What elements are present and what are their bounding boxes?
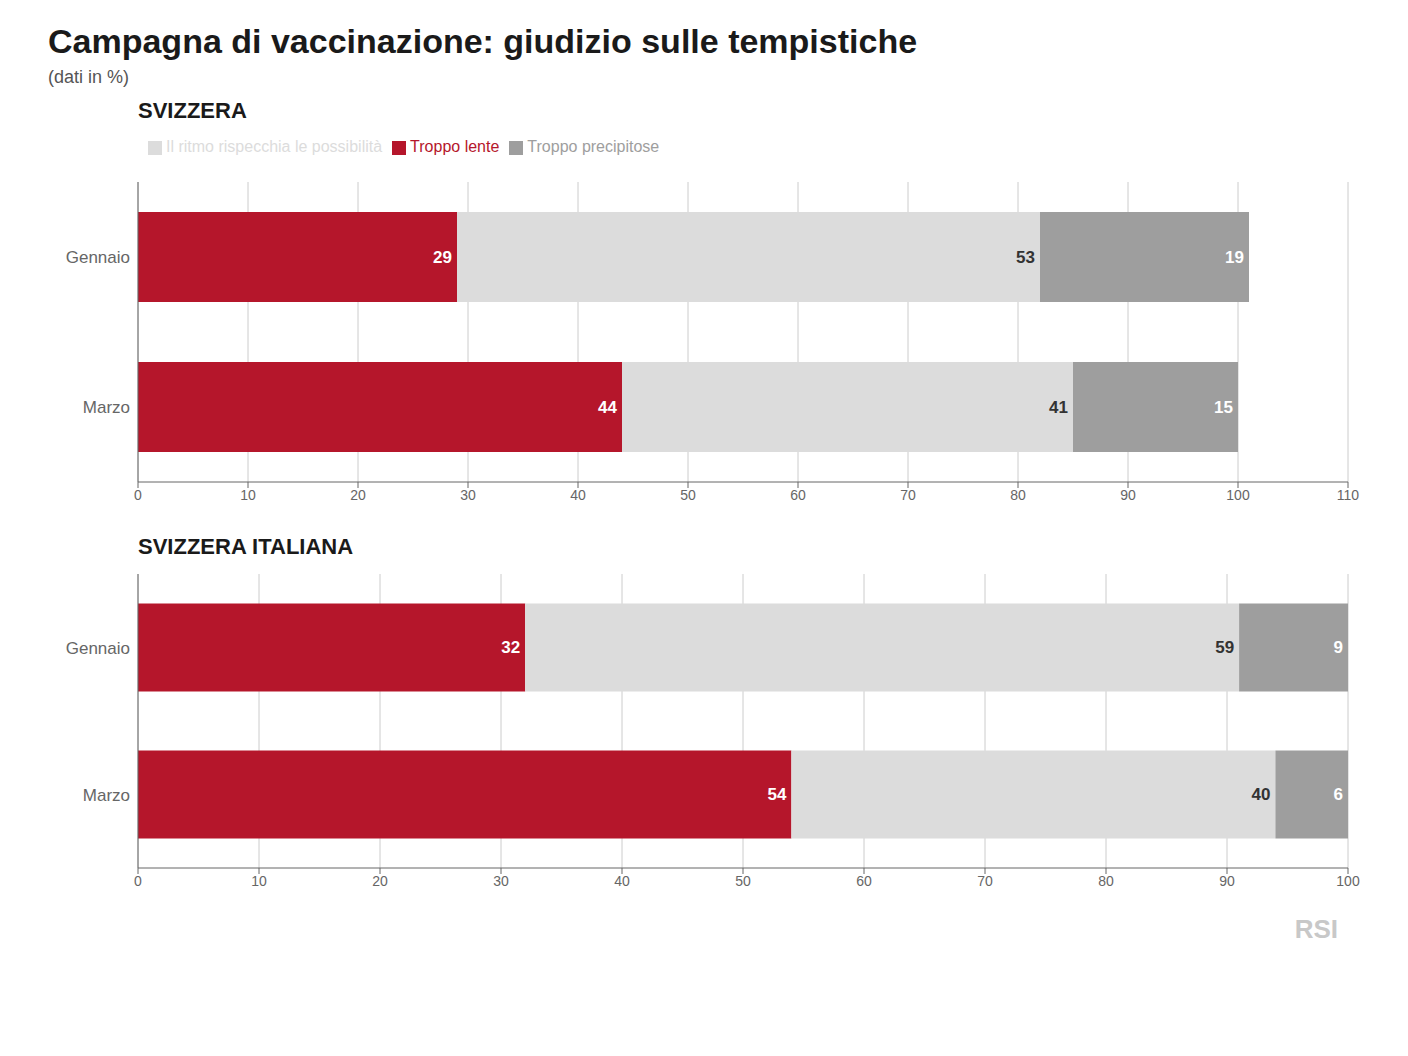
svg-text:40: 40	[614, 873, 630, 889]
html-text:Campagna di vaccinazione: giud: Campagna di vaccinazione: giudizio sulle…	[48, 22, 918, 60]
svg-text:6: 6	[1334, 785, 1343, 804]
svg-text:15: 15	[1214, 398, 1233, 417]
svg-text:53: 53	[1016, 248, 1035, 267]
svg-text:60: 60	[790, 487, 806, 503]
svg-text:9: 9	[1334, 638, 1343, 657]
svg-text:32: 32	[501, 638, 520, 657]
svg-text:10: 10	[251, 873, 267, 889]
svg-text:100: 100	[1336, 873, 1360, 889]
svg-text:41: 41	[1049, 398, 1068, 417]
svg-text:90: 90	[1120, 487, 1136, 503]
svg-text:80: 80	[1098, 873, 1114, 889]
svg-text:70: 70	[900, 487, 916, 503]
html-text:RSI: RSI	[1294, 914, 1338, 944]
svg-text:54: 54	[767, 785, 786, 804]
svg-text:10: 10	[240, 487, 256, 503]
svg-text:Marzo: Marzo	[83, 786, 130, 805]
html-text:Il ritmo rispecchia le possibi: Il ritmo rispecchia le possibilità	[166, 138, 383, 155]
svg-text:30: 30	[460, 487, 476, 503]
svg-text:40: 40	[570, 487, 586, 503]
svg-text:30: 30	[493, 873, 509, 889]
svg-text:59: 59	[1215, 638, 1234, 657]
svg-text:80: 80	[1010, 487, 1026, 503]
svg-text:60: 60	[856, 873, 872, 889]
svg-text:20: 20	[350, 487, 366, 503]
svg-text:70: 70	[977, 873, 993, 889]
html-text:SVIZZERA ITALIANA: SVIZZERA ITALIANA	[138, 534, 354, 559]
svg-text:90: 90	[1219, 873, 1235, 889]
svg-text:20: 20	[372, 873, 388, 889]
html-text:(dati in %): (dati in %)	[48, 67, 129, 87]
svg-text:0: 0	[134, 487, 142, 503]
svg-text:Marzo: Marzo	[83, 398, 130, 417]
html-text:SVIZZERA: SVIZZERA	[138, 98, 247, 123]
svg-text:Gennaio: Gennaio	[66, 639, 130, 658]
html-text:Troppo precipitose: Troppo precipitose	[527, 138, 660, 155]
svg-text:0: 0	[134, 873, 142, 889]
svg-text:110: 110	[1337, 487, 1360, 503]
svg-text:50: 50	[680, 487, 696, 503]
svg-text:19: 19	[1225, 248, 1244, 267]
svg-text:29: 29	[433, 248, 452, 267]
svg-text:Gennaio: Gennaio	[66, 248, 130, 267]
svg-text:50: 50	[735, 873, 751, 889]
html-text:Troppo lente: Troppo lente	[410, 138, 500, 155]
svg-text:40: 40	[1251, 785, 1270, 804]
svg-text:44: 44	[598, 398, 617, 417]
svg-text:100: 100	[1226, 487, 1250, 503]
